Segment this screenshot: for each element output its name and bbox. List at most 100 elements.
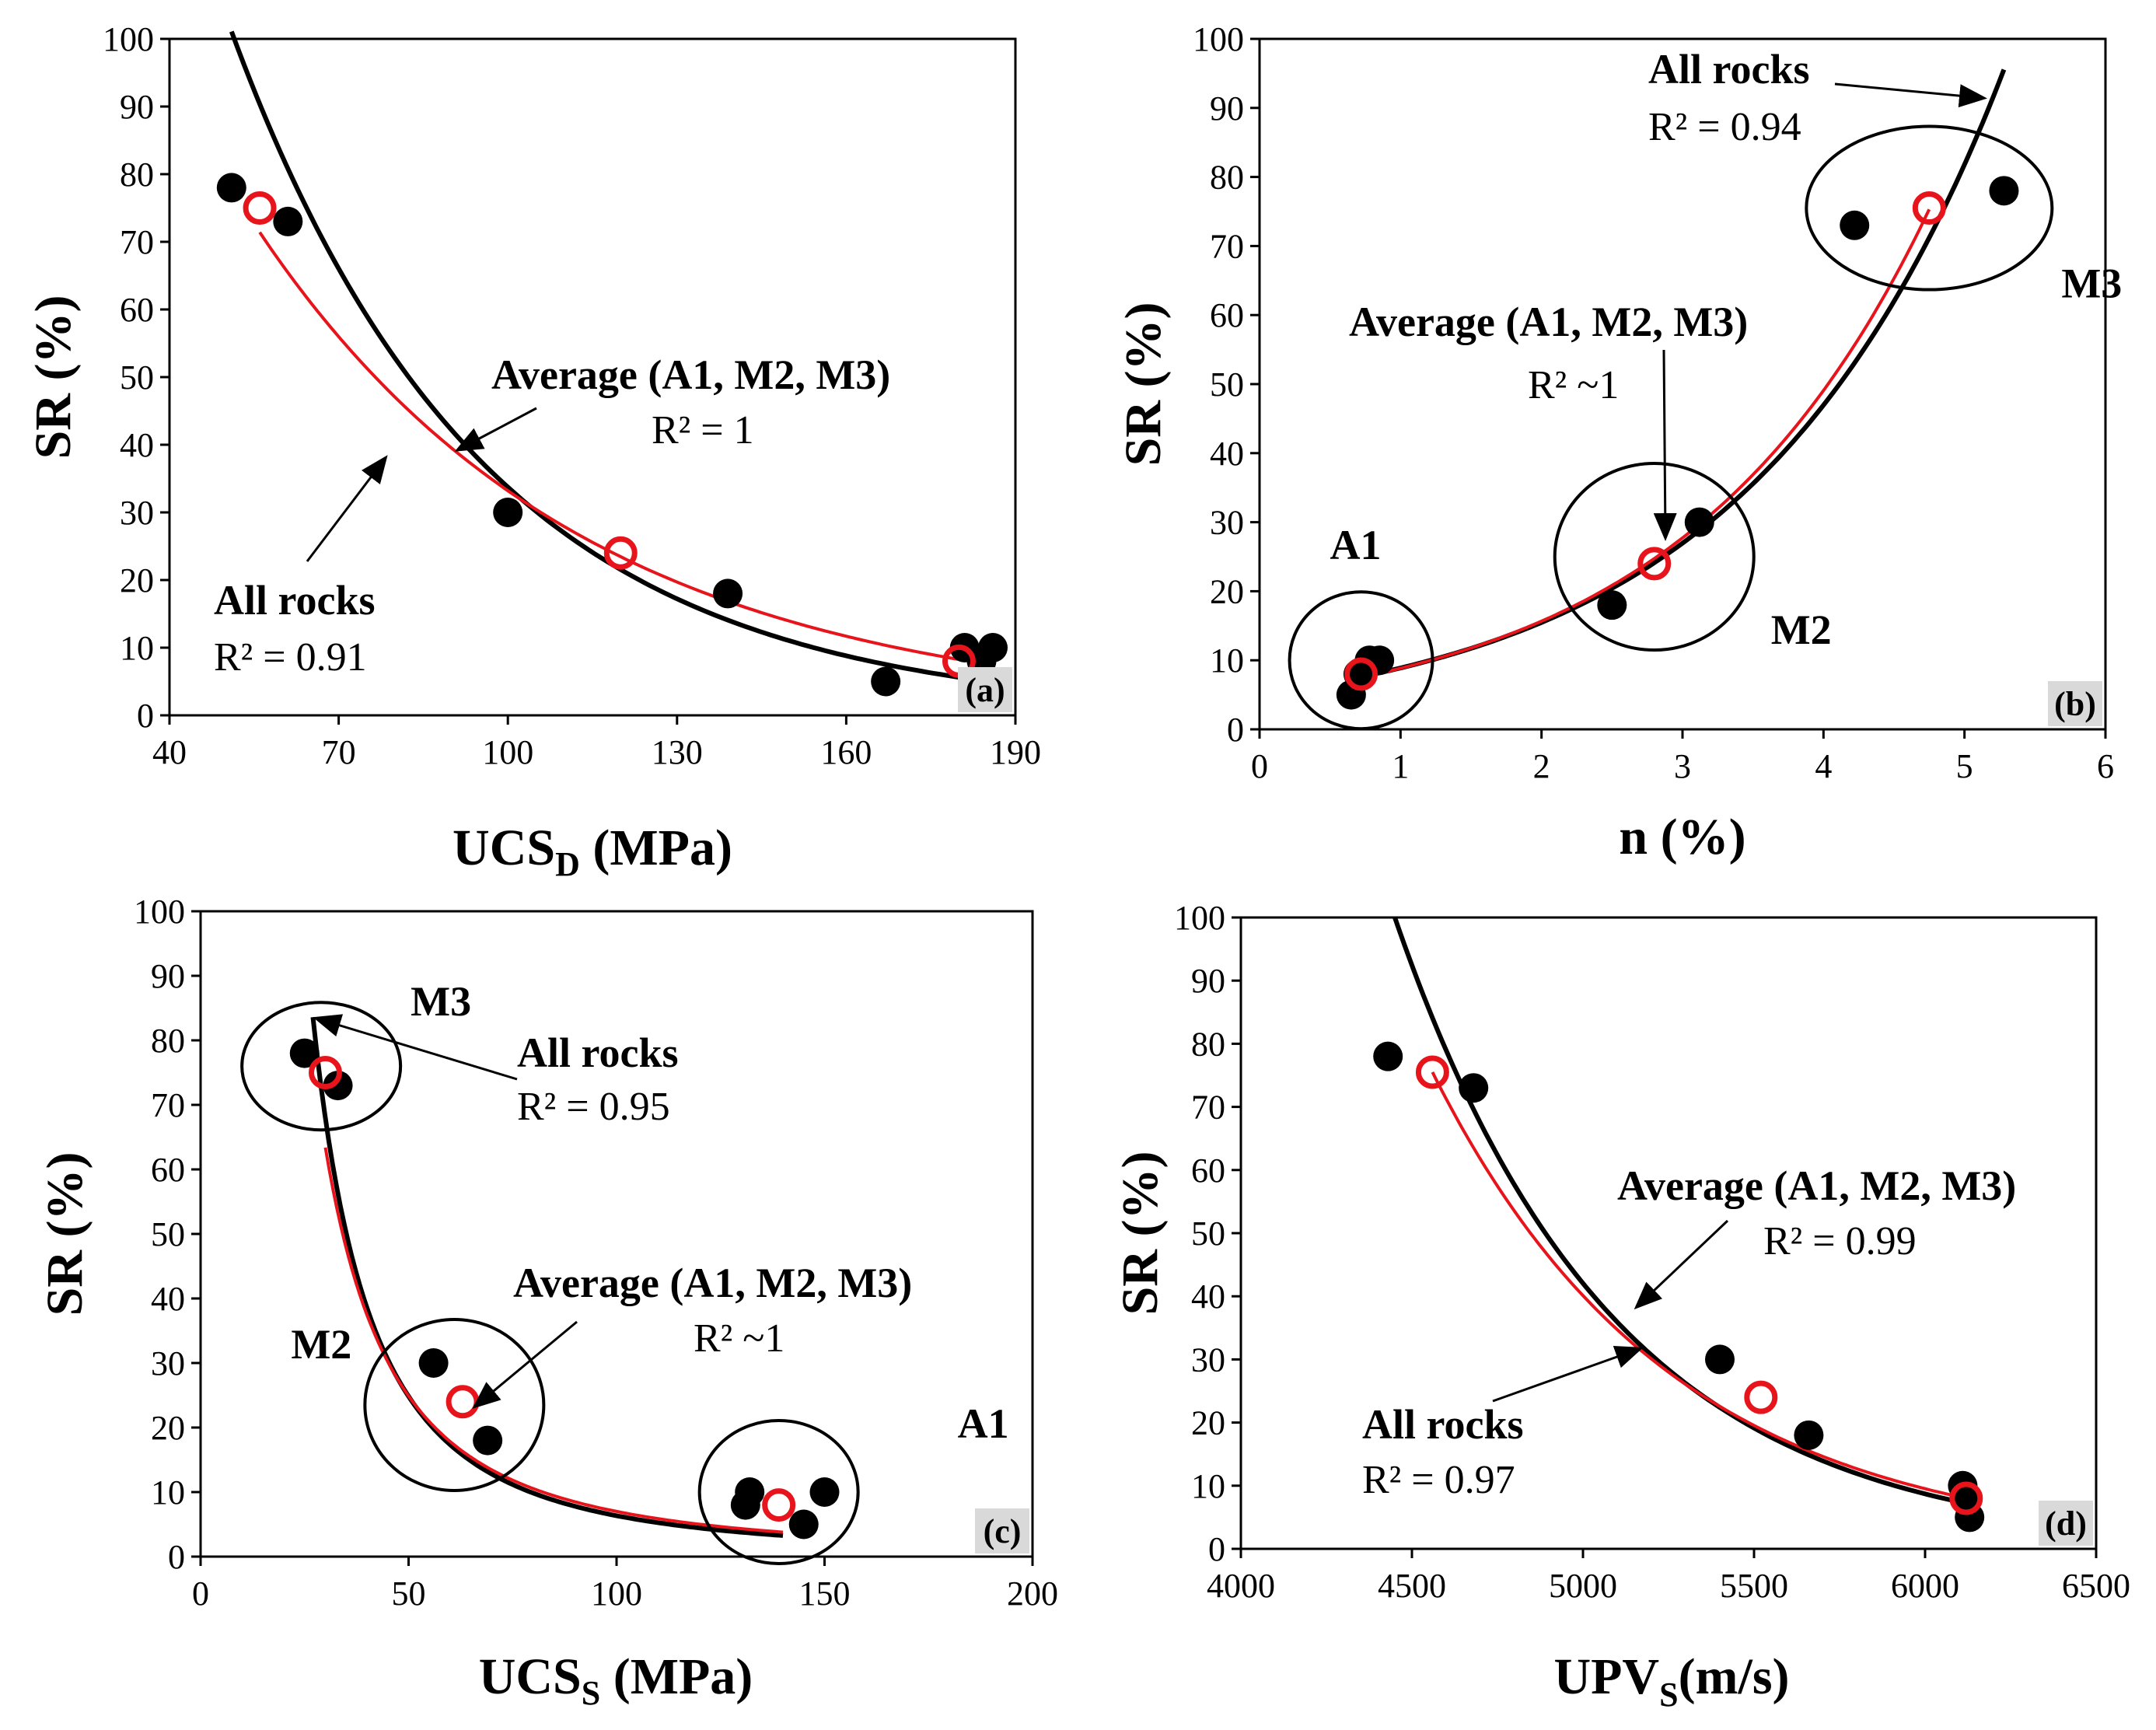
arrow-average (472, 1320, 578, 1409)
annotation-average-r2: R² ~1 (1528, 363, 1619, 407)
group-circle (697, 1419, 860, 1565)
panel-a: 0 10 20 30 40 50 60 70 80 90 100 40 70 100 130 160 190 S… (25, 20, 1041, 883)
panel-label: (a) (965, 671, 1005, 709)
average-point (446, 1385, 480, 1419)
arrow-average (454, 407, 537, 452)
group-label: A1 (958, 1400, 1009, 1447)
y-tick-label: 20 (120, 561, 154, 599)
y-tick-label: 40 (1210, 435, 1244, 473)
data-point (1459, 1073, 1489, 1103)
panel-b: A1 M2 M3 0 10 20 30 40 50 60 70 80 90 100 0 1 2 3 4 5 6 SR … (1115, 20, 2122, 865)
y-axis-title: SR (%) (1115, 302, 1172, 467)
data-point (713, 578, 743, 609)
average-point (1744, 1380, 1778, 1414)
plot-frame (199, 910, 1034, 1558)
data-point (871, 666, 901, 697)
annotation-all-rocks: All rocks (1648, 46, 1810, 93)
average-point (1415, 1055, 1449, 1089)
annotation-average: Average (A1, M2, M3) (513, 1260, 912, 1306)
group-label: A1 (1330, 522, 1382, 568)
data-point (1373, 1041, 1403, 1071)
x-tick-label: 160 (820, 733, 872, 771)
y-tick-label: 80 (1191, 1025, 1225, 1063)
x-tick-label: 1 (1392, 747, 1409, 785)
y-tick-label: 10 (1210, 641, 1244, 680)
x-tick-label: 3 (1674, 747, 1691, 785)
panel-label-bg (2039, 1501, 2093, 1546)
x-tick-label: 5000 (1549, 1567, 1617, 1605)
annotation-average-r2: R² = 0.99 (1763, 1219, 1917, 1263)
y-tick-label: 70 (151, 1086, 185, 1124)
x-axis-title: UCSD (MPa) (453, 820, 732, 883)
y-tick-label: 40 (151, 1280, 185, 1318)
y-tick-label: 50 (151, 1215, 185, 1253)
y-tick-label: 60 (1191, 1152, 1225, 1190)
y-tick-label: 60 (1210, 296, 1244, 334)
data-point (418, 1348, 449, 1378)
y-tick-label: 30 (1210, 504, 1244, 542)
group-circle (363, 1317, 546, 1492)
group-label: M3 (2061, 260, 2122, 307)
data-point (323, 1071, 353, 1101)
y-tick-label: 70 (1210, 227, 1244, 265)
annotation-all-rocks: All rocks (517, 1029, 679, 1076)
average-point (243, 191, 277, 225)
y-tick-label: 80 (151, 1022, 185, 1060)
data-point (473, 1425, 503, 1456)
average-point (1912, 191, 1946, 225)
y-tick-label: 100 (1193, 20, 1244, 58)
y-tick-label: 10 (151, 1473, 185, 1512)
data-point (216, 173, 246, 203)
group-circle (1805, 124, 2054, 292)
y-tick-label: 30 (120, 494, 154, 532)
y-tick-label: 0 (1227, 711, 1244, 749)
y-tick-label: 10 (1191, 1467, 1225, 1505)
data-point (1684, 507, 1714, 537)
y-tick-label: 20 (1210, 572, 1244, 610)
y-tick-label: 30 (151, 1344, 185, 1382)
annotation-all-rocks-r2: R² = 0.95 (517, 1085, 670, 1129)
x-axis-title: UCSS (MPa) (479, 1648, 753, 1712)
y-tick-label: 70 (1191, 1089, 1225, 1127)
y-tick-label: 90 (120, 88, 154, 126)
average-point (1344, 657, 1379, 691)
y-tick-label: 90 (1191, 962, 1225, 1000)
average-point (603, 536, 638, 570)
group-label: M3 (411, 978, 471, 1025)
x-tick-label: 150 (799, 1574, 851, 1613)
y-tick-label: 20 (151, 1409, 185, 1447)
group-circle (1288, 590, 1434, 731)
data-point (1597, 590, 1627, 620)
annotation-all-rocks-r2: R² = 0.97 (1362, 1458, 1515, 1502)
average-point (1637, 547, 1672, 581)
y-tick-label: 60 (151, 1151, 185, 1189)
panel-label: (c) (984, 1512, 1022, 1550)
group-label: M2 (1771, 606, 1832, 653)
data-point (289, 1038, 320, 1068)
annotation-average-r2: R² = 1 (652, 408, 754, 453)
x-tick-label: 2 (1533, 747, 1550, 785)
y-axis-title: SR (%) (25, 295, 82, 460)
y-tick-label: 90 (151, 957, 185, 995)
y-tick-label: 0 (137, 697, 154, 735)
y-tick-label: 0 (168, 1538, 185, 1576)
arrow-all-rocks (306, 455, 388, 562)
average-point (762, 1488, 796, 1522)
x-tick-label: 190 (990, 733, 1041, 771)
fit-line-average (1431, 1071, 1967, 1500)
x-tick-label: 6000 (1891, 1567, 1959, 1605)
y-tick-label: 40 (1191, 1277, 1225, 1316)
fit-line-average (1361, 208, 1931, 679)
y-tick-label: 50 (1210, 365, 1244, 404)
y-axis-title: SR (%) (37, 1152, 93, 1316)
arrow-all-rocks (313, 1014, 518, 1081)
y-tick-label: 10 (120, 629, 154, 667)
x-tick-label: 0 (1251, 747, 1268, 785)
data-point (1794, 1420, 1824, 1450)
data-point (1989, 176, 2019, 206)
y-tick-label: 50 (1191, 1214, 1225, 1253)
x-tick-label: 100 (482, 733, 533, 771)
y-tick-label: 100 (1174, 899, 1225, 937)
group-circle (1553, 462, 1756, 652)
y-tick-label: 0 (1208, 1530, 1225, 1568)
